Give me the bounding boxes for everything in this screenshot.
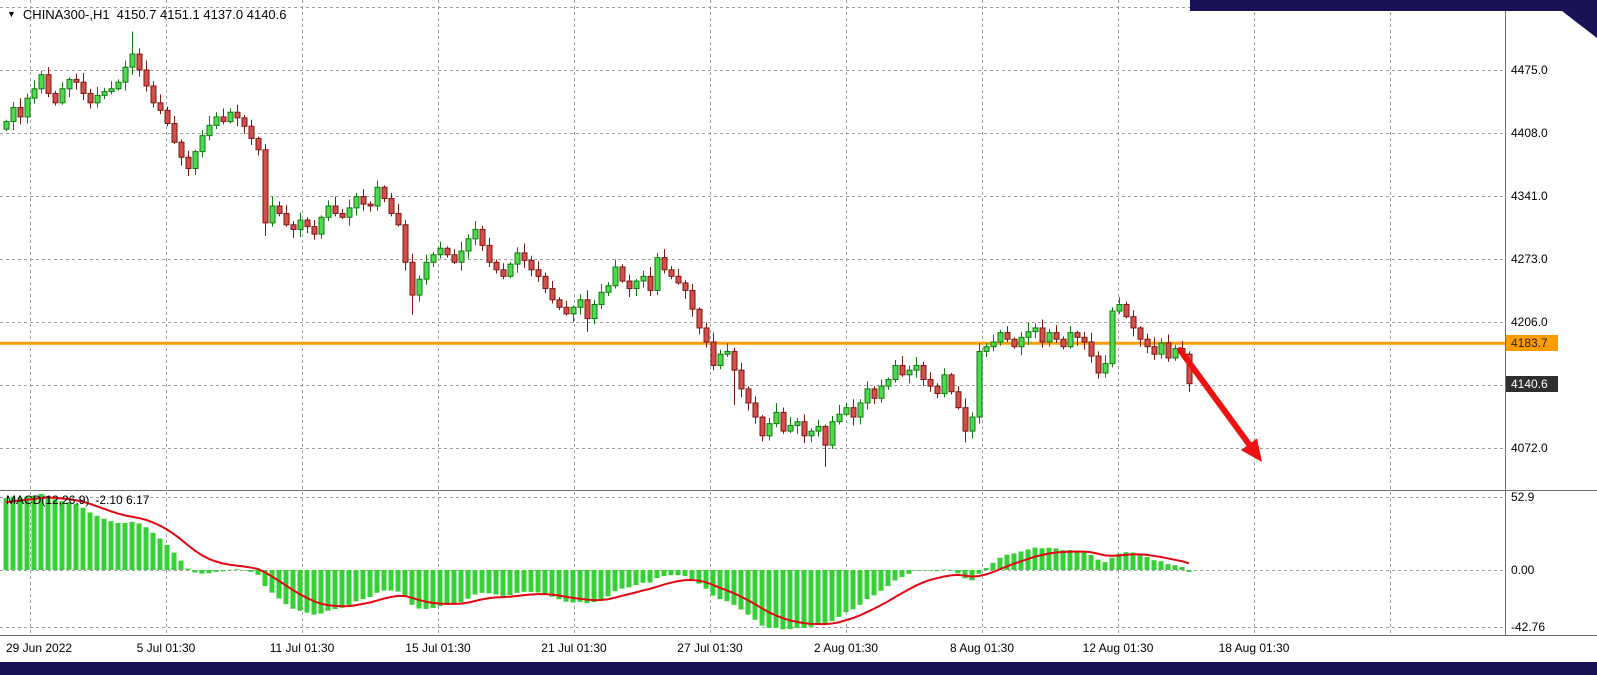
macd-name: MACD(12,26,9)	[6, 493, 90, 507]
price-axis-label: 4408.0	[1511, 125, 1548, 140]
macd-axis-label: -42.76	[1511, 620, 1546, 634]
macd-indicator-label: MACD(12,26,9) -2.10 6.17	[6, 493, 149, 507]
macd-histogram	[3, 494, 1192, 630]
time-axis-label: 2 Aug 01:30	[813, 641, 879, 655]
time-axis-label: 15 Jul 01:30	[405, 641, 471, 655]
time-axis-label: 5 Jul 01:30	[136, 641, 196, 655]
candlestick-series	[3, 31, 1193, 467]
price-axis-label: 4341.0	[1511, 188, 1548, 203]
time-axis-label: 8 Aug 01:30	[949, 641, 1015, 655]
time-axis-label: 18 Aug 01:30	[1218, 641, 1290, 655]
price-axis-label: 4072.0	[1511, 441, 1548, 455]
macd-axis-label: 0.00	[1511, 563, 1535, 577]
macd-signal-line	[5, 496, 1190, 626]
symbol-label: CHINA300-,H1	[22, 7, 110, 22]
price-axis-label: 4273.0	[1511, 252, 1548, 267]
price-axis-label: 4206.0	[1511, 315, 1548, 330]
time-axis-label: 11 Jul 01:30	[269, 641, 335, 655]
orange-line-price-tag[interactable]: 4183.7	[1506, 335, 1558, 352]
time-axis-label: 21 Jul 01:30	[541, 641, 607, 655]
time-axis-label: 27 Jul 01:30	[677, 641, 743, 655]
chart-title: ▼ CHINA300-,H1 4150.7 4151.1 4137.0 4140…	[7, 7, 287, 22]
price-axis-label: 4475.0	[1511, 63, 1548, 77]
trend-arrow-object[interactable]	[1177, 347, 1262, 462]
current-price-tag: 4140.6	[1506, 375, 1558, 392]
time-axis-label: 29 Jun 2022	[6, 641, 73, 655]
symbol-dropdown-icon[interactable]: ▼	[7, 9, 16, 19]
ohlc-values: 4150.7 4151.1 4137.0 4140.6	[116, 7, 287, 22]
banner-decoration-bottom	[0, 662, 1597, 675]
time-axis-label: 12 Aug 01:30	[1082, 641, 1154, 655]
macd-values: -2.10 6.17	[95, 493, 150, 507]
macd-axis-label: 52.9	[1511, 490, 1535, 504]
grid-lines	[0, 0, 1505, 635]
